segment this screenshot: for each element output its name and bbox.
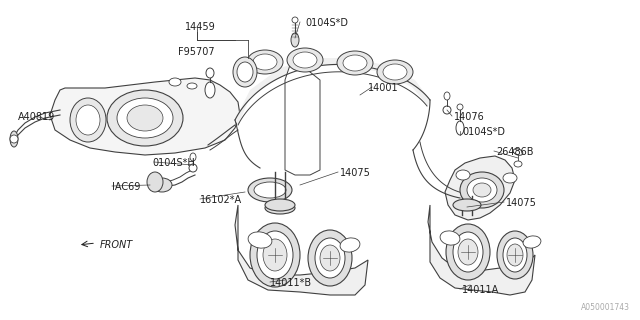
Polygon shape — [235, 205, 368, 295]
Ellipse shape — [293, 52, 317, 68]
Text: FRONT: FRONT — [100, 240, 133, 250]
Ellipse shape — [507, 244, 523, 266]
Text: F95707: F95707 — [178, 47, 214, 57]
Ellipse shape — [440, 231, 460, 245]
Circle shape — [189, 164, 197, 172]
Ellipse shape — [265, 202, 295, 214]
Ellipse shape — [248, 178, 292, 202]
Ellipse shape — [152, 178, 172, 192]
Ellipse shape — [169, 78, 181, 86]
Polygon shape — [285, 65, 320, 175]
Ellipse shape — [117, 98, 173, 138]
Circle shape — [457, 104, 463, 110]
Ellipse shape — [10, 131, 18, 147]
Ellipse shape — [453, 232, 483, 272]
Ellipse shape — [337, 51, 373, 75]
Ellipse shape — [263, 239, 287, 271]
Ellipse shape — [248, 232, 272, 248]
Ellipse shape — [127, 105, 163, 131]
Ellipse shape — [503, 173, 517, 183]
Ellipse shape — [467, 178, 497, 202]
Text: 0104S*D: 0104S*D — [462, 127, 505, 137]
Ellipse shape — [147, 172, 163, 192]
Polygon shape — [235, 58, 430, 125]
Ellipse shape — [291, 33, 299, 47]
Ellipse shape — [187, 83, 197, 89]
Text: A40819: A40819 — [18, 112, 55, 122]
Text: 0104S*D: 0104S*D — [305, 18, 348, 28]
Circle shape — [443, 106, 451, 114]
Text: 14011*B: 14011*B — [270, 278, 312, 288]
Ellipse shape — [503, 238, 527, 272]
Ellipse shape — [308, 230, 352, 286]
Ellipse shape — [287, 48, 323, 72]
Polygon shape — [428, 205, 535, 295]
Text: 14001: 14001 — [368, 83, 399, 93]
Ellipse shape — [205, 82, 215, 98]
Ellipse shape — [253, 54, 277, 70]
Ellipse shape — [206, 68, 214, 78]
Polygon shape — [445, 156, 515, 220]
Ellipse shape — [315, 238, 345, 278]
Ellipse shape — [340, 238, 360, 252]
Ellipse shape — [456, 170, 470, 180]
Text: 14459: 14459 — [185, 22, 216, 32]
Ellipse shape — [107, 90, 183, 146]
Ellipse shape — [254, 182, 286, 198]
Ellipse shape — [70, 98, 106, 142]
Ellipse shape — [343, 55, 367, 71]
Text: 14076: 14076 — [454, 112, 484, 122]
Ellipse shape — [513, 149, 523, 155]
Ellipse shape — [514, 161, 522, 167]
Text: A050001743: A050001743 — [581, 303, 630, 312]
Ellipse shape — [446, 224, 490, 280]
Ellipse shape — [237, 62, 253, 82]
Ellipse shape — [233, 57, 257, 87]
Text: 26486B: 26486B — [496, 147, 534, 157]
Ellipse shape — [76, 105, 100, 135]
Ellipse shape — [383, 64, 407, 80]
Polygon shape — [50, 78, 240, 155]
Text: 0104S*H: 0104S*H — [152, 158, 195, 168]
Text: 14075: 14075 — [340, 168, 371, 178]
Ellipse shape — [265, 199, 295, 211]
Text: 14075: 14075 — [506, 198, 537, 208]
Circle shape — [292, 17, 298, 23]
Text: IAC69: IAC69 — [112, 182, 140, 192]
Ellipse shape — [444, 92, 450, 100]
Ellipse shape — [247, 50, 283, 74]
Ellipse shape — [190, 153, 196, 161]
Ellipse shape — [453, 199, 481, 211]
Text: 14011A: 14011A — [462, 285, 499, 295]
Ellipse shape — [257, 231, 293, 279]
Ellipse shape — [456, 121, 464, 135]
Circle shape — [10, 135, 18, 143]
Ellipse shape — [460, 172, 504, 208]
Ellipse shape — [320, 245, 340, 271]
Ellipse shape — [250, 223, 300, 287]
Ellipse shape — [497, 231, 533, 279]
Ellipse shape — [377, 60, 413, 84]
Text: 16102*A: 16102*A — [200, 195, 242, 205]
Ellipse shape — [458, 239, 478, 265]
Ellipse shape — [523, 236, 541, 248]
Ellipse shape — [473, 183, 491, 197]
